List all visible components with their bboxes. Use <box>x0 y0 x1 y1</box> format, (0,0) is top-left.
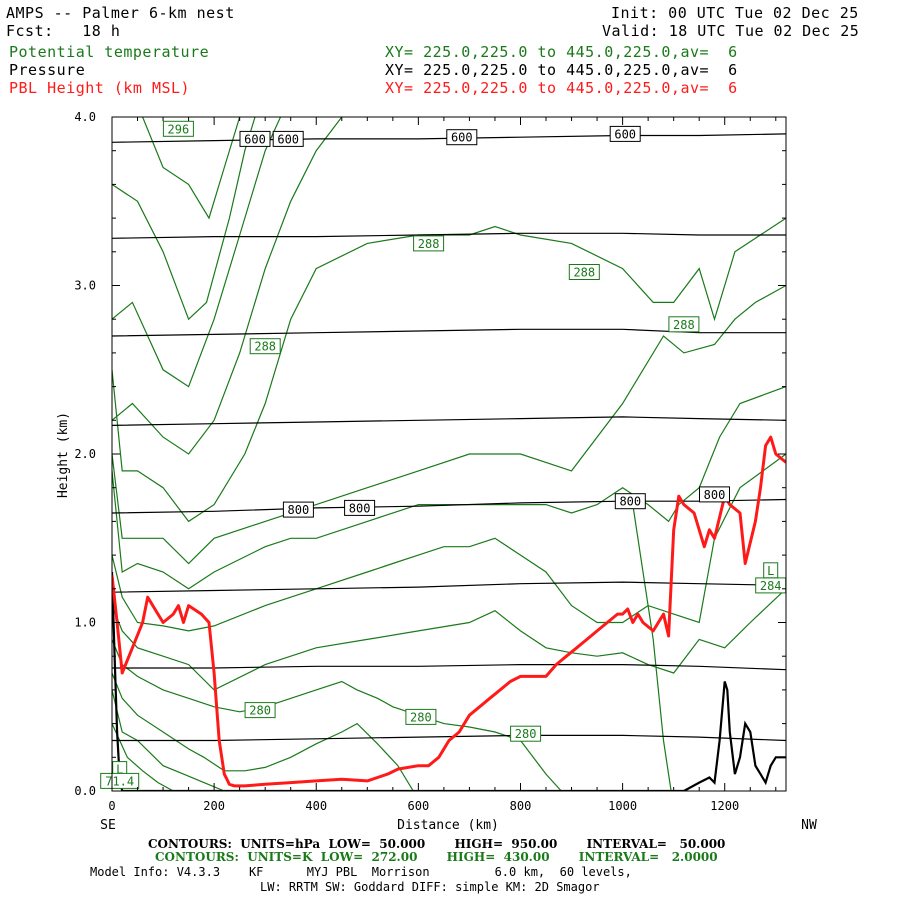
terrain-line <box>112 571 786 791</box>
forecast-hour: Fcst: 18 h <box>6 22 121 40</box>
chart-title: AMPS -- Palmer 6-km nest <box>6 4 235 22</box>
theta-label-box-0 <box>162 120 194 137</box>
pressure-label-3: 600 <box>614 127 636 141</box>
theta-label-box-9 <box>763 562 779 579</box>
theta-label-box-7 <box>510 725 542 742</box>
x-right-label: NW <box>801 818 817 833</box>
pressure-contour-900 <box>112 663 786 671</box>
theta-label-box-2 <box>568 264 600 280</box>
theta-label-3: 288 <box>673 318 695 332</box>
theta-label-1: 288 <box>418 237 440 251</box>
pressure-label-6: 800 <box>619 495 641 509</box>
pressure-label-box-5 <box>344 499 376 516</box>
pressure-contours <box>112 133 786 742</box>
y-tick-label-0: 0.0 <box>74 784 96 798</box>
x-left-label: SE <box>100 818 116 833</box>
pressure-label-box-3 <box>609 125 641 142</box>
pressure-label-4: 800 <box>288 503 310 517</box>
pbl-height-line <box>112 435 786 788</box>
pressure-label-box-6 <box>614 493 646 510</box>
theta-contour-10 <box>112 672 414 791</box>
theta-label-5: 280 <box>249 704 271 718</box>
pressure-label-2: 600 <box>451 131 473 145</box>
y-tick-label-1: 1.0 <box>74 616 96 630</box>
y-axis-label: Height (km) <box>56 412 71 498</box>
theta-label-8: 284 <box>760 579 782 593</box>
theta-label-7: 280 <box>515 727 537 741</box>
theta-label-box-3 <box>668 316 700 333</box>
x-tick-label-0: 0 <box>108 799 115 813</box>
footer-contours-pressure: CONTOURS: UNITS=hPa LOW= 50.000 HIGH= 95… <box>148 837 726 851</box>
axes: 0 200 400 600 800 1000 1200 0.0 1.0 2.0 3.0 4.0 <box>74 110 786 813</box>
pressure-label-5: 800 <box>349 501 371 515</box>
theta-label-box-1 <box>413 235 445 252</box>
pressure-label-box-2 <box>446 129 478 146</box>
pbl-height <box>112 435 786 788</box>
theta-label-box-4 <box>249 338 281 355</box>
theta-label-box-5 <box>244 702 276 719</box>
y-tick-label-4: 4.0 <box>74 110 96 124</box>
theta-contour-9 <box>112 639 562 791</box>
pressure-label-1: 600 <box>277 132 299 146</box>
y-tick-label-3: 3.0 <box>74 279 96 293</box>
y-tick-label-2: 2.0 <box>74 447 96 461</box>
theta-label-4: 288 <box>254 340 276 354</box>
theta-contour-8 <box>112 588 786 691</box>
theta-contour-13 <box>632 504 672 791</box>
pressure-label-box-4 <box>282 501 314 518</box>
theta-contour-3 <box>142 117 241 220</box>
theta-contour-11 <box>112 689 225 791</box>
footer-contours-theta: CONTOURS: UNITS=K LOW= 272.00 HIGH= 430.… <box>155 850 718 864</box>
x-axis-label: Distance (km) <box>397 818 499 833</box>
pressure-contour-950 <box>112 734 786 742</box>
pressure-contour-650 <box>112 232 786 239</box>
terrain <box>112 571 786 791</box>
theta-label-2: 288 <box>573 266 595 280</box>
pressure-contour-800 <box>112 498 786 514</box>
theta-contour-1 <box>112 117 282 388</box>
x-tick-label-5: 1000 <box>608 799 637 813</box>
theta-label-box-6 <box>405 708 437 725</box>
x-tick-label-1: 200 <box>203 799 225 813</box>
pressure-label-0: 600 <box>244 132 266 146</box>
theta-label-box-11 <box>100 772 140 789</box>
init-time: Init: 00 UTC Tue 02 Dec 25 <box>611 4 859 22</box>
pressure-label-box-1 <box>272 130 304 147</box>
theta-contour-2 <box>112 117 256 321</box>
theta-contour-0 <box>112 117 343 455</box>
x-tick-label-4: 800 <box>510 799 532 813</box>
pressure-label-box-0 <box>239 130 271 147</box>
pressure-contour-750 <box>112 416 786 426</box>
theta-label-6: 280 <box>410 710 432 724</box>
pressure-contour-850 <box>112 581 786 593</box>
theta-label-0: 296 <box>168 122 190 136</box>
theta-label-9: L <box>767 564 774 578</box>
field1-name: Potential temperature <box>9 43 210 61</box>
x-tick-label-2: 400 <box>305 799 327 813</box>
field3-name: PBL Height (km MSL) <box>9 79 191 97</box>
theta-label-10: L <box>116 763 123 777</box>
field1-xy: XY= 225.0,225.0 to 445.0,225.0,av= 6 <box>385 43 738 61</box>
valid-time: Valid: 18 UTC Tue 02 Dec 25 <box>602 22 860 40</box>
pressure-label-box-7 <box>699 486 730 503</box>
footer-model-info: Model Info: V4.3.3 KF MYJ PBL Morrison 6… <box>90 865 632 879</box>
theta-contour-7 <box>112 453 786 632</box>
theta-contour-5 <box>112 284 786 565</box>
theta-contour-12 <box>112 723 174 791</box>
plot-frame <box>111 116 787 792</box>
pressure-label-7: 800 <box>704 488 726 502</box>
field2-xy: XY= 225.0,225.0 to 445.0,225.0,av= 6 <box>385 61 738 79</box>
x-tick-label-6: 1200 <box>710 799 739 813</box>
footer-physics: LW: RRTM SW: Goddard DIFF: simple KM: 2D… <box>260 880 600 894</box>
theta-contours <box>112 117 786 791</box>
theta-label-11: 71.4 <box>105 774 134 788</box>
field2-name: Pressure <box>9 61 86 79</box>
field3-xy: XY= 225.0,225.0 to 445.0,225.0,av= 6 <box>385 79 738 97</box>
theta-contour-4 <box>112 217 786 523</box>
theta-contour-6 <box>112 386 786 590</box>
x-tick-label-3: 600 <box>408 799 430 813</box>
